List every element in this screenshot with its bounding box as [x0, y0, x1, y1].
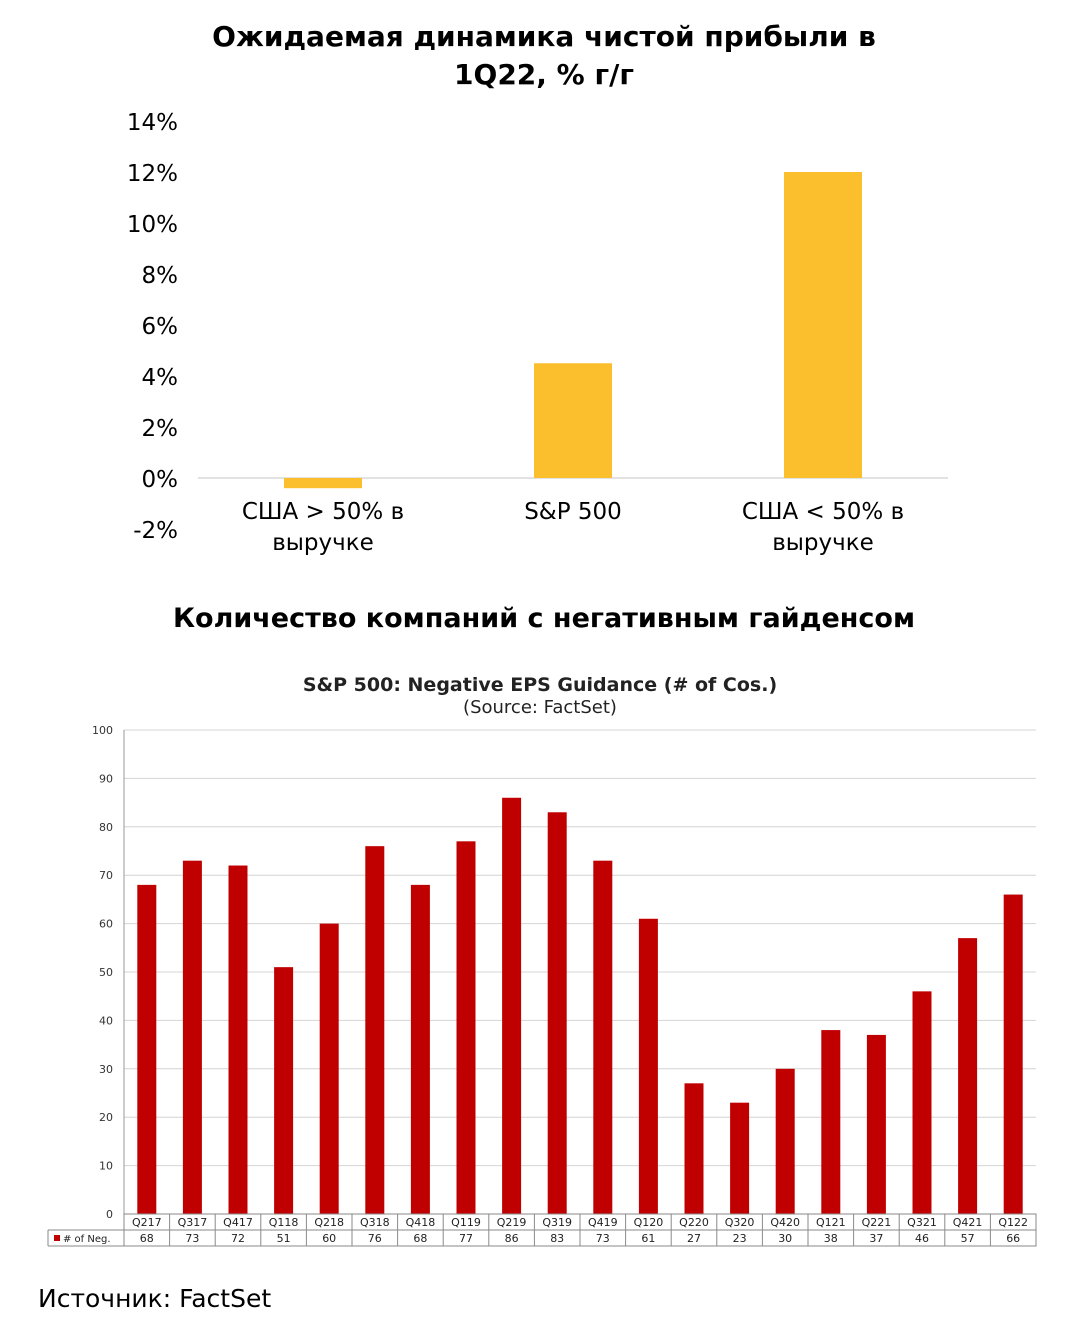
- chart2-bar: [182, 860, 202, 1214]
- chart1-y-tick-label: 2%: [142, 416, 179, 442]
- chart2-legend-label: # of Neg.: [63, 1234, 111, 1245]
- chart1-y-tick-label: 4%: [142, 365, 179, 391]
- chart2-category-label: Q118: [269, 1216, 299, 1229]
- chart2-y-tick-label: 30: [99, 1063, 113, 1076]
- chart1-category-label: США > 50% в: [242, 499, 404, 525]
- chart2-bar: [730, 1102, 750, 1214]
- chart1-title-line2: 1Q22, % г/г: [454, 58, 634, 91]
- chart2-y-tick-label: 60: [99, 918, 113, 931]
- chart2-bar: [137, 884, 157, 1214]
- chart2-bar: [365, 846, 385, 1214]
- chart2-value-label: 27: [687, 1232, 701, 1245]
- chart2-category-label: Q421: [953, 1216, 983, 1229]
- chart2-category-label: Q420: [770, 1216, 800, 1229]
- chart2-value-label: 72: [231, 1232, 245, 1245]
- chart2-bar: [821, 1030, 841, 1214]
- chart2-value-label: 23: [733, 1232, 747, 1245]
- chart2-value-label: 73: [185, 1232, 199, 1245]
- chart2-value-label: 61: [641, 1232, 655, 1245]
- chart2-category-label: Q121: [816, 1216, 846, 1229]
- chart2-category-label: Q220: [679, 1216, 709, 1229]
- earnings-growth-chart: 14% 12% 10% 8% 6% 4% 2% 0% -2% США > 50% в выручке…: [127, 110, 948, 556]
- chart1-bar: [534, 363, 612, 478]
- chart1-y-tick-label: 6%: [142, 314, 179, 340]
- chart2-value-label: 37: [869, 1232, 883, 1245]
- chart2-category-label: Q317: [178, 1216, 208, 1229]
- chart2-category-label: Q219: [497, 1216, 527, 1229]
- chart2-bar: [593, 860, 613, 1214]
- chart2-y-tick-label: 40: [99, 1014, 113, 1027]
- chart2-y-tick-label: 20: [99, 1111, 113, 1124]
- chart2-category-label: Q120: [634, 1216, 664, 1229]
- chart2-bar: [456, 841, 476, 1214]
- chart1-y-tick-label: -2%: [133, 518, 178, 544]
- chart2-bar: [410, 884, 430, 1214]
- chart1-bar: [784, 172, 862, 478]
- chart1-category-label: США < 50% в: [742, 499, 904, 525]
- chart2-bar: [958, 938, 978, 1214]
- chart1-bar: [284, 478, 362, 489]
- chart2-bar: [912, 991, 932, 1214]
- chart2-header-title: Количество компаний с негативным гайденс…: [172, 603, 916, 634]
- chart2-category-label: Q321: [907, 1216, 937, 1229]
- chart2-legend-swatch: [54, 1235, 60, 1241]
- chart2-bar: [274, 967, 294, 1214]
- chart2-bar: [866, 1034, 886, 1214]
- chart2-y-tick-label: 90: [99, 772, 113, 785]
- chart2-value-label: 76: [368, 1232, 382, 1245]
- chart1-category-label: выручке: [772, 530, 874, 556]
- chart2-y-tick-label: 80: [99, 821, 113, 834]
- chart2-bar: [319, 923, 339, 1214]
- chart2-title: S&P 500: Negative EPS Guidance (# of Cos…: [303, 674, 777, 696]
- chart2-value-label: 66: [1006, 1232, 1020, 1245]
- chart2-category-label: Q318: [360, 1216, 390, 1229]
- chart2-bar: [1003, 894, 1023, 1214]
- chart2-value-label: 86: [505, 1232, 519, 1245]
- chart2-category-label: Q217: [132, 1216, 162, 1229]
- source-note: Источник: FactSet: [38, 1284, 272, 1313]
- chart2-category-label: Q221: [862, 1216, 892, 1229]
- chart2-value-label: 68: [413, 1232, 427, 1245]
- chart1-y-tick-label: 8%: [142, 263, 179, 289]
- chart2-value-label: 77: [459, 1232, 473, 1245]
- chart2-bar: [638, 918, 658, 1214]
- chart2-bar: [547, 812, 567, 1214]
- chart1-y-tick-label: 0%: [142, 467, 179, 493]
- chart2-y-tick-label: 100: [92, 724, 113, 737]
- chart2-y-tick-label: 70: [99, 869, 113, 882]
- chart2-value-label: 68: [140, 1232, 154, 1245]
- chart2-value-label: 51: [277, 1232, 291, 1245]
- chart2-bar: [228, 865, 248, 1214]
- chart2-y-tick-label: 10: [99, 1160, 113, 1173]
- chart2-value-label: 83: [550, 1232, 564, 1245]
- chart2-value-label: 46: [915, 1232, 929, 1245]
- chart1-y-tick-label: 14%: [127, 110, 178, 136]
- chart2-category-label: Q218: [314, 1216, 344, 1229]
- chart2-value-label: 60: [322, 1232, 336, 1245]
- chart1-y-tick-label: 10%: [127, 212, 178, 238]
- chart2-category-label: Q417: [223, 1216, 253, 1229]
- chart2-value-label: 57: [961, 1232, 975, 1245]
- chart2-category-label: Q419: [588, 1216, 618, 1229]
- chart2-value-label: 73: [596, 1232, 610, 1245]
- chart1-category-label: S&P 500: [524, 499, 622, 525]
- chart2-category-label: Q320: [725, 1216, 755, 1229]
- chart2-y-tick-label: 50: [99, 966, 113, 979]
- chart2-category-label: Q418: [406, 1216, 436, 1229]
- chart2-bar: [684, 1083, 704, 1214]
- chart2-y-tick-label: 0: [106, 1208, 113, 1221]
- chart2-category-label: Q122: [998, 1216, 1028, 1229]
- chart1-category-label: выручке: [272, 530, 374, 556]
- chart1-title-line1: Ожидаемая динамика чистой прибыли в: [212, 20, 876, 53]
- chart2-bar: [502, 797, 522, 1214]
- chart1-title: Ожидаемая динамика чистой прибыли в 1Q22…: [0, 18, 1078, 94]
- chart2-value-label: 30: [778, 1232, 792, 1245]
- chart2-value-label: 38: [824, 1232, 838, 1245]
- chart2-category-label: Q319: [542, 1216, 572, 1229]
- chart1-y-tick-label: 12%: [127, 161, 178, 187]
- chart2-subtitle: (Source: FactSet): [463, 697, 617, 718]
- chart2-bar: [775, 1068, 795, 1214]
- chart2-category-label: Q119: [451, 1216, 481, 1229]
